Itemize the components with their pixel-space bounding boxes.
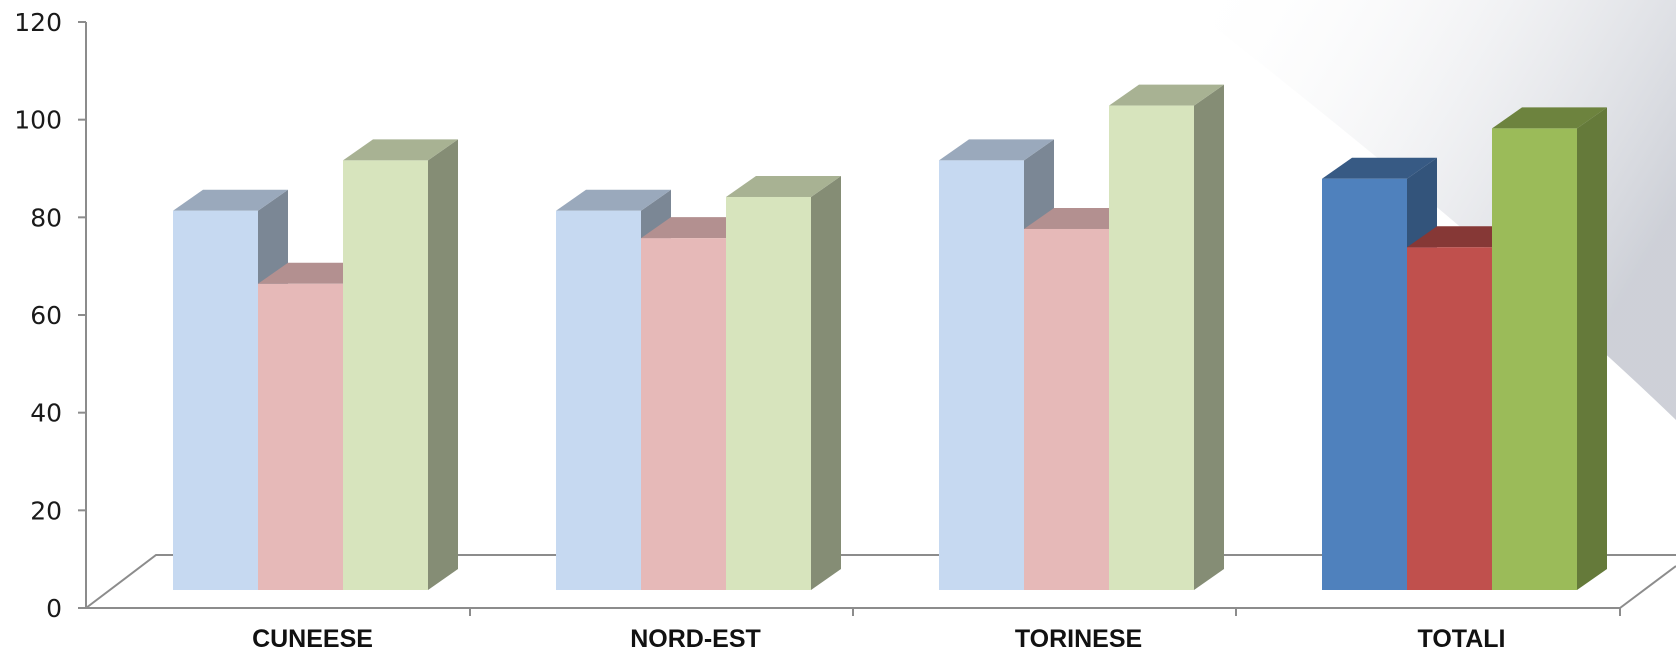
bar-front — [641, 238, 726, 591]
bar-nord-est-series-3 — [726, 175, 841, 591]
bar-front — [556, 210, 641, 590]
bar-front — [1492, 128, 1577, 590]
category-label: TORINESE — [1015, 625, 1142, 653]
bar-totali-series-3 — [1492, 107, 1607, 591]
y-tick-label: 100 — [14, 106, 62, 135]
bar-torinese-series-3 — [1109, 84, 1224, 590]
category-label: TOTALI — [1418, 625, 1506, 653]
category-label: NORD-EST — [630, 625, 761, 653]
bar-front — [726, 196, 811, 591]
y-tick-label: 120 — [14, 8, 62, 37]
bar-front — [1024, 228, 1109, 590]
bar-top — [1492, 107, 1607, 129]
bar-front — [939, 160, 1024, 591]
background-decoration — [1180, 0, 1676, 420]
y-tick-label: 80 — [30, 203, 62, 232]
bar-top — [173, 189, 288, 211]
category-label: CUNEESE — [252, 625, 373, 653]
bar-top — [726, 175, 841, 197]
bar-front — [343, 160, 428, 591]
bar-front — [173, 210, 258, 590]
bar-cuneese-series-3 — [343, 139, 458, 591]
bar-top — [556, 189, 671, 211]
bar-front — [1109, 105, 1194, 590]
bar-top — [939, 139, 1054, 161]
bar-side — [1577, 107, 1607, 591]
y-tick-label: 60 — [30, 301, 62, 330]
chart-floor-right-edge — [1619, 565, 1676, 609]
bar-front — [1407, 247, 1492, 590]
bar-top — [1109, 84, 1224, 106]
bar-top — [1322, 157, 1437, 179]
y-tick-label: 0 — [46, 594, 62, 623]
bar-side — [428, 139, 458, 591]
bar-side — [811, 175, 841, 591]
bar-top — [343, 139, 458, 161]
bar-side — [1194, 84, 1224, 590]
bar-front — [1322, 178, 1407, 590]
y-tick-label: 20 — [30, 496, 62, 525]
y-tick-label: 40 — [30, 399, 62, 428]
bar-front — [258, 283, 343, 590]
